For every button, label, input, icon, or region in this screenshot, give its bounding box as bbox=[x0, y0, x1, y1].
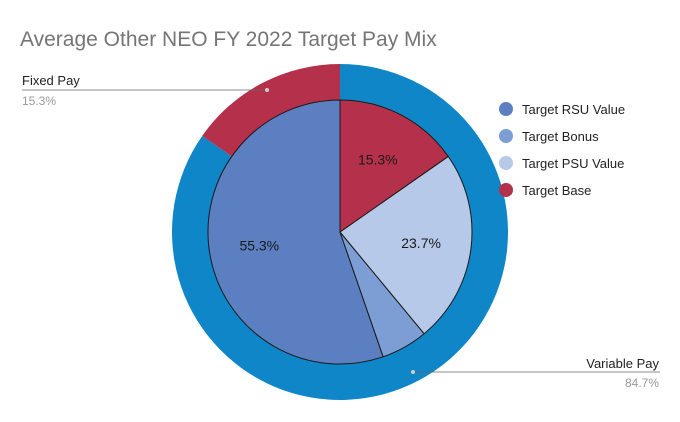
legend-label-target-psu-value: Target PSU Value bbox=[522, 156, 624, 171]
legend-swatch-target-bonus bbox=[499, 129, 513, 143]
data-label-target-rsu-value: 55.3% bbox=[239, 238, 279, 254]
outer-value-variable-pay: 84.7% bbox=[625, 376, 659, 390]
data-label-target-psu-value: 23.7% bbox=[401, 235, 441, 251]
legend-swatch-target-rsu-value bbox=[499, 102, 513, 116]
outer-label-fixed-pay: Fixed Pay bbox=[22, 73, 80, 88]
inner-pie bbox=[207, 99, 473, 365]
callout-dot-fixed-pay bbox=[265, 88, 269, 92]
legend-item-target-rsu-value: Target RSU Value bbox=[499, 102, 625, 117]
outer-ring bbox=[172, 64, 508, 400]
chart-title: Average Other NEO FY 2022 Target Pay Mix bbox=[20, 28, 437, 51]
legend-label-target-rsu-value: Target RSU Value bbox=[522, 102, 625, 117]
callout-dot-variable-pay bbox=[411, 370, 415, 374]
legend-label-target-base: Target Base bbox=[522, 183, 591, 198]
callout-variable-pay: Variable Pay 84.7% bbox=[411, 356, 660, 390]
inner-pie-slice-target-rsu-value bbox=[207, 99, 384, 365]
outer-value-fixed-pay: 15.3% bbox=[22, 94, 56, 108]
inner-pie-slice-target-psu-value bbox=[339, 155, 473, 335]
callout-fixed-pay: Fixed Pay 15.3% bbox=[22, 73, 269, 108]
inner-slice-labels: 55.3% 23.7% 15.3% bbox=[239, 151, 441, 253]
legend-item-target-psu-value: Target PSU Value bbox=[499, 156, 624, 171]
data-label-target-base: 15.3% bbox=[358, 151, 398, 167]
outer-ring-slice-fixed-pay bbox=[202, 64, 340, 157]
legend-item-target-bonus: Target Bonus bbox=[499, 129, 599, 144]
legend: Target RSU Value Target Bonus Target PSU… bbox=[499, 102, 625, 198]
legend-swatch-target-base bbox=[499, 183, 513, 197]
legend-swatch-target-psu-value bbox=[499, 156, 513, 170]
legend-item-target-base: Target Base bbox=[499, 183, 591, 198]
inner-pie-slice-target-base bbox=[339, 99, 449, 233]
outer-label-variable-pay: Variable Pay bbox=[586, 356, 659, 371]
legend-label-target-bonus: Target Bonus bbox=[522, 129, 599, 144]
